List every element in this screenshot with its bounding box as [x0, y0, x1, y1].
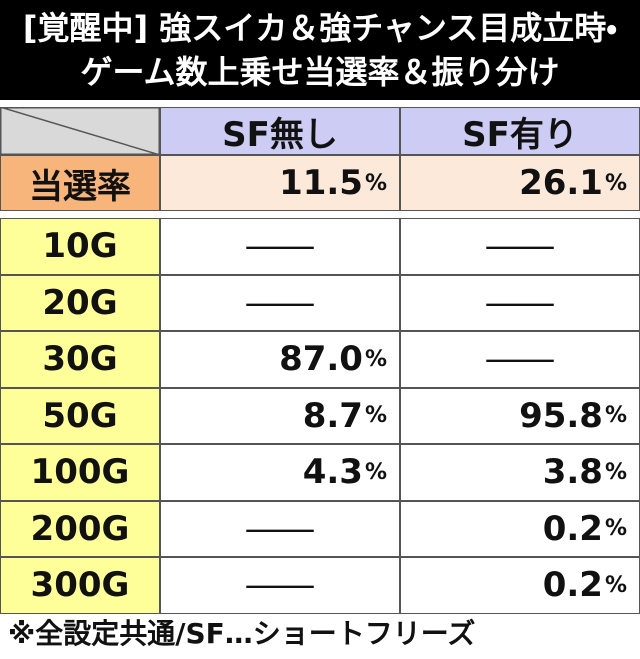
table-cell: 95.8%: [400, 387, 640, 444]
row-label: 30G: [0, 331, 160, 388]
table-cell: 3.8%: [400, 444, 640, 501]
table-cell: —: [160, 274, 400, 331]
table-cell: —: [160, 218, 400, 275]
table-cell: 87.0%: [160, 331, 400, 388]
win-rate: 26.1%: [400, 155, 640, 211]
row-label: 20G: [0, 274, 160, 331]
win-rate: 11.5%: [160, 155, 400, 211]
table-cell: —: [400, 218, 640, 275]
column-header: SF無し: [160, 107, 400, 155]
row-label: 10G: [0, 218, 160, 275]
title-band: [覚醒中] 強スイカ＆強チャンス目成立時・ ゲーム数上乗せ当選率＆振り分け: [0, 0, 640, 100]
row-label: 300G: [0, 557, 160, 614]
table-cell: 0.2%: [400, 500, 640, 557]
title-line: ゲーム数上乗せ当選率＆振り分け: [80, 53, 560, 91]
row-label: 200G: [0, 500, 160, 557]
table-cell: —: [160, 557, 400, 614]
title-line: [覚醒中] 強スイカ＆強チャンス目成立時・: [22, 9, 618, 47]
table-cell: —: [400, 274, 640, 331]
table-cell: 0.2%: [400, 557, 640, 614]
table-cell: 4.3%: [160, 444, 400, 501]
row-label: 当選率: [0, 155, 160, 211]
table-cell: 8.7%: [160, 387, 400, 444]
row-label: 100G: [0, 444, 160, 501]
table-cell: —: [400, 331, 640, 388]
corner-cell: [0, 107, 160, 155]
column-header: SF有り: [400, 107, 640, 155]
table-cell: —: [160, 500, 400, 557]
row-label: 50G: [0, 387, 160, 444]
footnote: ※全設定共通/SF…ショートフリーズ: [8, 617, 476, 650]
